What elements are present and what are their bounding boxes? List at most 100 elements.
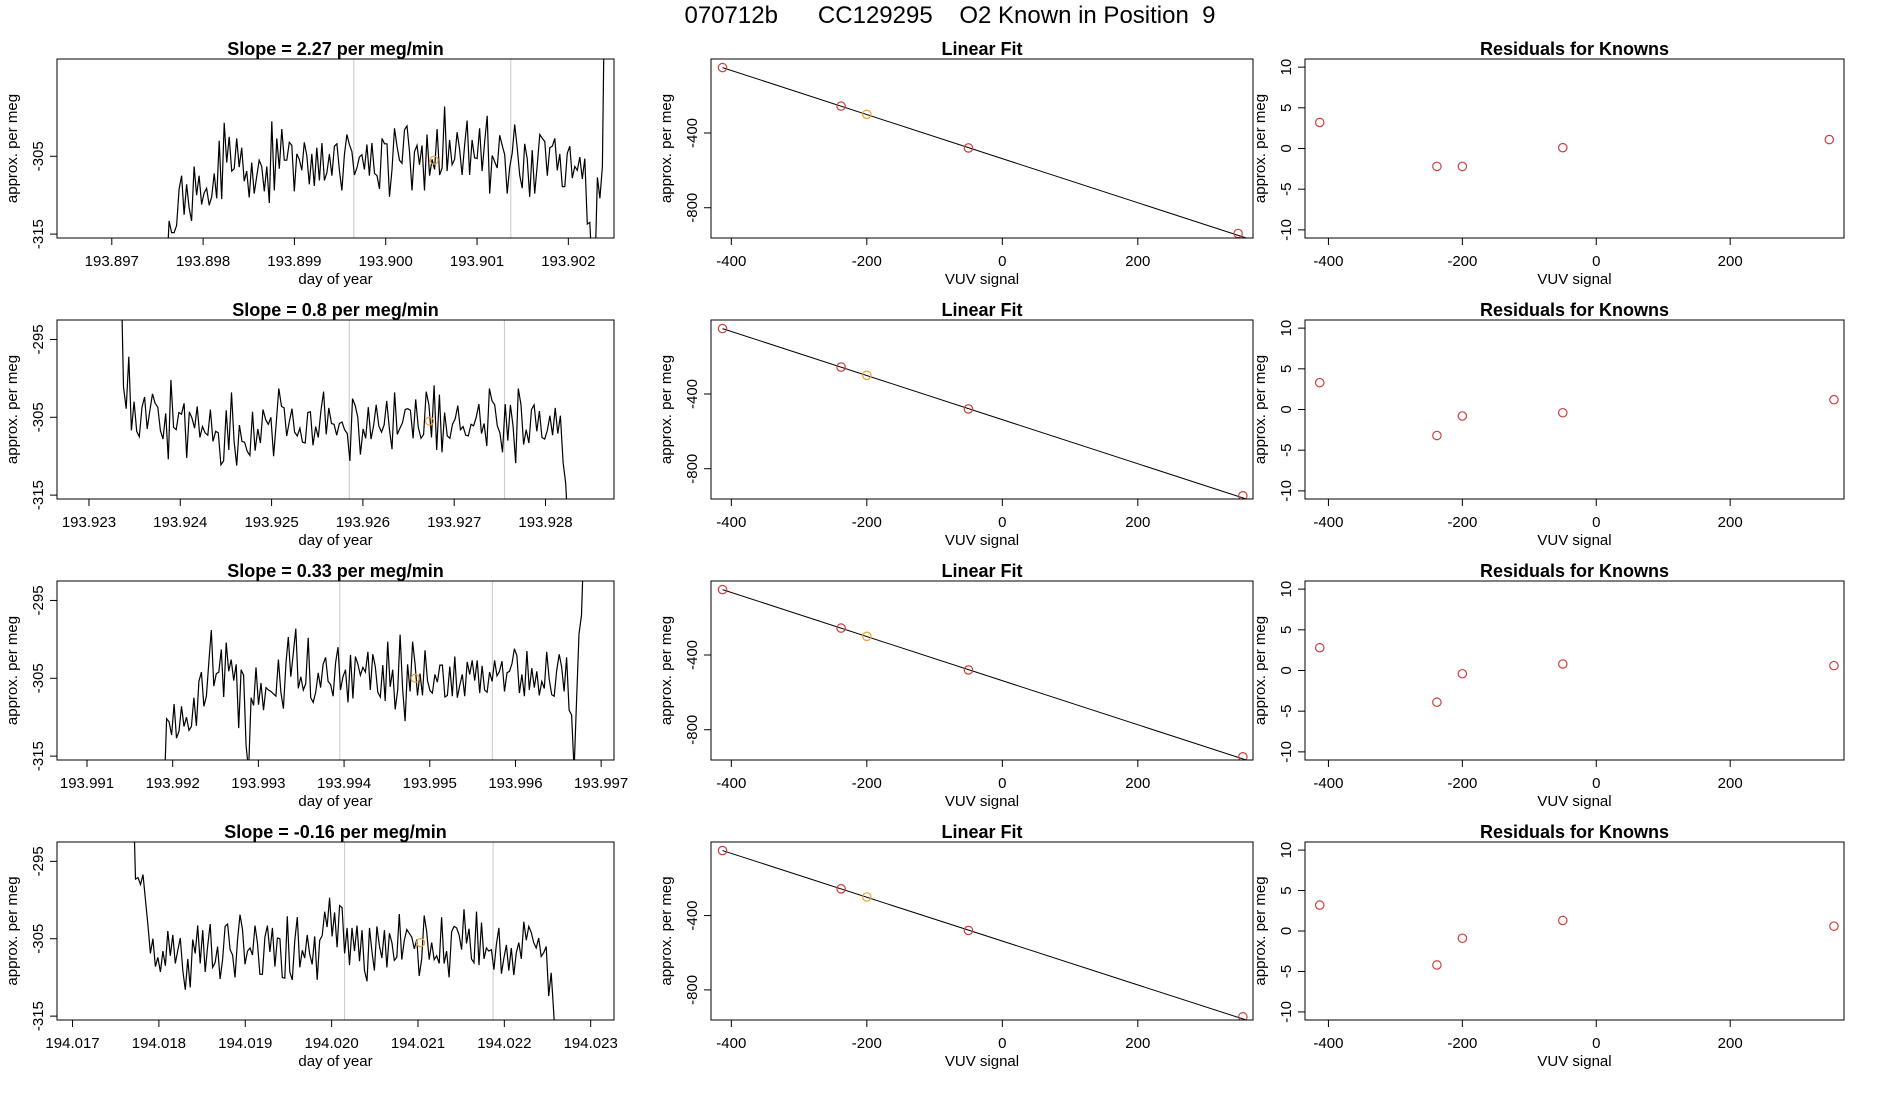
x-axis-label: VUV signal [1537,532,1611,549]
x-tick-label: 0 [1592,253,1600,270]
panel-frame [1304,58,1845,239]
known-point [1432,430,1442,441]
y-tick-label: -305 [30,402,47,432]
x-tick-label: 194.020 [304,1035,358,1052]
known-point [836,623,846,633]
x-tick-label: 193.923 [62,514,116,531]
x-axis-label: day of year [298,271,372,288]
x-tick-label: 193.901 [450,253,504,270]
y-tick-label: 0 [1278,927,1295,935]
y-tick-label: -10 [1278,219,1295,241]
highlight-point [415,938,426,948]
x-tick-label: 200 [1125,775,1150,792]
plot-area [133,842,555,1020]
x-tick-label: 0 [998,253,1006,270]
panel-title: Residuals for Knowns [1480,822,1669,842]
known-point [1829,660,1839,671]
plot-area [1314,117,1835,172]
known-point [1457,161,1468,172]
panel-frame [56,319,615,500]
known-point [836,101,846,111]
plot-area [1314,900,1839,970]
x-tick-label: 194.018 [132,1035,186,1052]
x-tick-label: -400 [1313,514,1343,531]
y-tick-label: -5 [1278,965,1295,978]
x-tick-label: 200 [1718,253,1743,270]
x-tick-label: 200 [1718,1035,1743,1052]
fit-line [722,850,1247,1020]
x-tick-label: -200 [1447,1035,1477,1052]
fit-line [722,589,1247,760]
plot-area [717,845,1248,1020]
y-tick-label: -5 [1278,444,1295,457]
residuals-panel-1: Residuals for Knowns VUV signal approx. pe… [1252,39,1845,288]
panel-frame [1304,580,1845,761]
x-tick-label: 193.995 [403,775,457,792]
plot-area [1314,377,1839,441]
x-tick-label: -200 [1447,514,1477,531]
x-tick-label: 0 [1592,1035,1600,1052]
plot-area [717,323,1248,499]
panel-frame [56,58,615,239]
x-tick-label: 0 [998,514,1006,531]
panel-title: Slope = 2.27 per meg/min [227,39,444,59]
panel-title: Slope = 0.33 per meg/min [227,561,444,581]
y-tick-label: 5 [1278,626,1295,634]
highlight-point [862,109,872,120]
x-tick-label: 193.925 [244,514,298,531]
y-tick-label: -10 [1278,741,1295,763]
x-axis-label: VUV signal [945,793,1019,810]
y-axis-label: approx. per meg [4,94,21,203]
panel-frame [1304,841,1845,1021]
known-point [717,62,728,73]
trace-panel-1: Slope = 2.27 per meg/min day of year appro… [4,39,615,288]
x-axis-label: VUV signal [1537,271,1611,288]
x-tick-label: 193.992 [146,775,200,792]
y-tick-label: -315 [30,480,47,510]
known-point [1457,668,1468,679]
y-tick-label: -295 [30,324,47,354]
known-point [1557,407,1568,418]
y-axis-label: approx. per meg [658,876,675,985]
y-tick-label: -800 [684,975,701,1005]
known-point [717,323,728,334]
x-axis-label: VUV signal [945,271,1019,288]
x-axis-label: day of year [298,1053,372,1070]
y-axis-label: approx. per meg [1252,94,1269,203]
trace-panel-2: Slope = 0.8 per meg/min day of year approx… [4,300,615,549]
known-point [1314,117,1325,128]
signal-trace [167,59,605,238]
x-tick-label: 0 [998,775,1006,792]
residuals-panel-2: Residuals for Knowns VUV signal approx. pe… [1252,300,1845,549]
y-tick-label: 5 [1278,365,1295,373]
highlight-point [429,155,439,165]
y-axis-label: approx. per meg [1252,616,1269,725]
figure-title: 070712b CC129295 O2 Known in Position 9 [684,2,1216,29]
y-tick-label: 0 [1278,405,1295,413]
x-tick-label: -200 [852,253,882,270]
y-tick-label: -295 [30,585,47,615]
known-point [963,925,974,936]
known-point [1238,491,1248,499]
x-tick-label: 194.021 [391,1035,445,1052]
panel-frame [56,841,615,1021]
x-tick-label: 193.928 [518,514,572,531]
known-point [963,143,974,153]
y-tick-label: -400 [684,901,701,931]
x-tick-label: 193.996 [488,775,542,792]
y-tick-label: -315 [30,741,47,771]
y-tick-label: -800 [684,715,701,745]
y-tick-label: -800 [684,193,701,223]
y-axis-label: approx. per meg [658,616,675,725]
y-tick-label: -315 [30,1001,47,1031]
x-tick-label: -400 [716,775,746,792]
x-tick-label: -200 [1447,775,1477,792]
known-point [963,665,974,675]
linear-fit-panel-3: Linear Fit VUV signal approx. per meg -400 -… [658,561,1254,810]
x-tick-label: 0 [998,1035,1006,1052]
known-point [1557,915,1568,926]
y-axis-label: approx. per meg [1252,355,1269,464]
x-tick-label: 193.927 [427,514,481,531]
known-point [836,884,846,894]
